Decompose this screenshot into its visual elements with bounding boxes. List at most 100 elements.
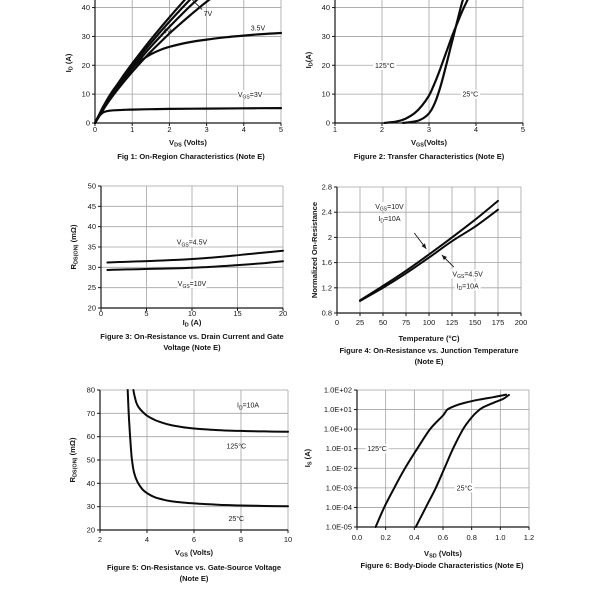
svg-text:1: 1 (333, 125, 337, 134)
fig5-caption: Figure 5: On-Resistance vs. Gate-Source … (34, 563, 354, 584)
svg-text:100: 100 (423, 318, 436, 327)
svg-text:10: 10 (188, 309, 196, 318)
caption-line: Figure 6: Body-Diode Characteristics (No… (360, 561, 524, 570)
svg-text:25: 25 (88, 283, 96, 292)
svg-text:1.0E-03: 1.0E-03 (326, 483, 352, 492)
svg-text:175: 175 (492, 318, 505, 327)
fig3-axes (98, 185, 284, 311)
fig5-xlabel: VGS (Volts) (175, 548, 214, 559)
svg-text:40: 40 (87, 479, 95, 488)
svg-text:1.2: 1.2 (322, 283, 332, 292)
svg-text:20: 20 (82, 61, 90, 70)
fig5-chart: 2 4 6 8 10 20 30 40 50 60 70 80 ID=10A 125°C 25°C VGS (… (68, 386, 292, 559)
svg-text:125°C: 125°C (227, 443, 247, 451)
svg-text:20: 20 (322, 61, 330, 70)
fig1-curve-vgs-3.5v (93, 31, 283, 125)
label-mask (365, 444, 389, 454)
label-mask (177, 279, 207, 289)
svg-text:10: 10 (322, 90, 330, 99)
fig6-chart: 0.0 0.2 0.4 0.6 0.8 1.0 1.2 1.0E+02 1.0E+01 1.0E+… (303, 386, 534, 560)
svg-text:VGS=3V: VGS=3V (238, 92, 263, 101)
caption-line: (Note E) (179, 573, 209, 583)
svg-text:75: 75 (402, 318, 410, 327)
svg-text:2: 2 (167, 125, 171, 134)
fig5-annotation: 125°C (227, 443, 247, 451)
label-mask (451, 269, 484, 279)
svg-text:125°C: 125°C (375, 62, 395, 70)
svg-text:3: 3 (205, 125, 209, 134)
fig6-axes (354, 389, 530, 530)
caption-line: Voltage (Note E) (163, 342, 221, 352)
caption-line: Figure 3: On-Resistance vs. Drain Curren… (100, 332, 284, 341)
svg-text:0.4: 0.4 (409, 533, 419, 542)
fig6-curve-25C (414, 393, 510, 528)
fig6-curve-125C (374, 393, 508, 528)
fig5-curve-25C (126, 389, 289, 508)
svg-text:VGS=10V: VGS=10V (178, 281, 207, 290)
fig2-series (383, 0, 469, 124)
svg-text:40: 40 (88, 222, 96, 231)
fig4-axes (334, 186, 522, 316)
svg-text:30: 30 (82, 32, 90, 41)
svg-text:1.0E-04: 1.0E-04 (326, 503, 352, 512)
fig3-series (106, 249, 284, 271)
svg-text:ID=10A: ID=10A (457, 283, 479, 292)
fig4-annotation: VGS=4.5V (451, 269, 484, 280)
svg-text:25°C: 25°C (457, 484, 473, 492)
label-mask (454, 281, 481, 291)
fig3-curve-vgs-4.5v (106, 249, 284, 264)
svg-text:3.5V: 3.5V (251, 26, 266, 33)
svg-text:3: 3 (427, 125, 431, 134)
fig4-grid (337, 186, 522, 313)
svg-text:4: 4 (474, 125, 478, 134)
svg-text:2.8: 2.8 (322, 183, 332, 192)
fig1-annotation: 3.5V (251, 26, 266, 33)
fig5-curve-125C (132, 389, 289, 433)
fig4-arrow (441, 254, 455, 268)
fig3-grid (101, 185, 284, 308)
fig3-ylabel: RDS(ON) (mΩ) (69, 224, 80, 270)
fig1-annotation: 7V (204, 11, 213, 18)
svg-text:0.6: 0.6 (438, 533, 448, 542)
svg-text:80: 80 (87, 386, 95, 395)
fig2-axes (332, 0, 524, 126)
fig1-tick-labels: 01234501020304050 (82, 3, 283, 134)
fig2-curve-25C (402, 0, 464, 124)
svg-text:1.0E-05: 1.0E-05 (326, 523, 352, 532)
label-mask (373, 60, 397, 70)
fig3-chart: 0 5 10 15 2020253035404550VGS=4.5VVGS=10VID … (69, 182, 287, 329)
svg-text:8: 8 (239, 535, 243, 544)
fig2-xlabel: VGS(Volts) (411, 138, 448, 149)
fig4-arrow (413, 232, 427, 250)
fig2-grid (335, 0, 524, 123)
fig2-annotation: 125°C (373, 60, 397, 70)
fig5-axis-titles: VGS (Volts) RDS(ON) (mΩ) (68, 437, 214, 559)
svg-text:5: 5 (521, 125, 525, 134)
svg-text:0.2: 0.2 (380, 533, 390, 542)
svg-text:0.8: 0.8 (466, 533, 476, 542)
svg-text:0: 0 (326, 119, 330, 128)
caption-line: Figure 4: On-Resistance vs. Junction Tem… (339, 346, 519, 355)
label-mask (237, 89, 263, 99)
fig2-ylabel: ID(A) (304, 51, 315, 68)
svg-text:20: 20 (279, 309, 287, 318)
svg-text:4V: 4V (163, 29, 172, 36)
svg-text:50: 50 (88, 182, 96, 191)
svg-text:ID=10A: ID=10A (378, 216, 400, 225)
svg-text:50: 50 (87, 456, 95, 465)
svg-text:150: 150 (469, 318, 482, 327)
fig1-annotation: 4V (163, 29, 172, 36)
fig5-tick-labels: 2 4 6 8 10 20 30 40 50 60 70 80 (87, 386, 293, 545)
svg-text:0: 0 (86, 119, 90, 128)
svg-text:1.0E-01: 1.0E-01 (326, 444, 352, 453)
svg-text:25°C: 25°C (228, 515, 244, 523)
fig3-tick-labels: 0 5 10 15 20 20 25 30 35 40 45 50 (88, 182, 288, 319)
svg-text:200: 200 (515, 318, 528, 327)
label-mask (376, 214, 403, 223)
fig1-curve-vgs-3v (93, 107, 283, 125)
svg-text:25: 25 (356, 318, 364, 327)
fig4-annotation: ID=10A (376, 214, 403, 225)
svg-text:1.0E+01: 1.0E+01 (324, 405, 352, 414)
